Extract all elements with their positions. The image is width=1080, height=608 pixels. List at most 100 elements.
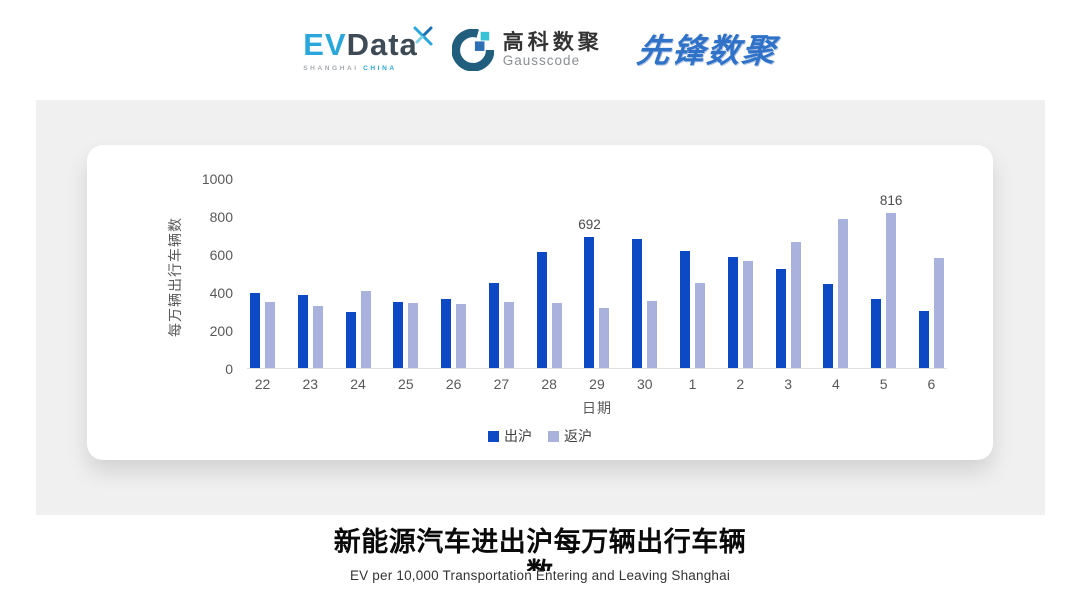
bar-出沪 <box>441 298 452 368</box>
bar-slot <box>647 179 658 368</box>
bar-slot <box>727 179 738 368</box>
bar-slot <box>441 179 452 368</box>
bar-slot <box>871 179 882 368</box>
bar-slot <box>250 179 260 368</box>
x-axis-title: 日期 <box>582 400 612 416</box>
bar-返沪 <box>551 303 562 368</box>
chart-subtitle-en: EV per 10,000 Transportation Entering an… <box>349 568 731 583</box>
bar-slot <box>503 179 514 368</box>
x-tick-label: 22 <box>254 376 271 392</box>
xianfeng-logo: 先锋数聚 <box>634 31 779 69</box>
bar-出沪 <box>488 282 499 368</box>
bar-返沪 <box>456 304 467 368</box>
bar-slot <box>599 179 610 368</box>
bar-group <box>823 179 849 368</box>
logo-row: EVData SHANGHAI CHINA <box>0 18 1080 82</box>
y-tick-label: 0 <box>225 361 233 377</box>
x-tick-label: 27 <box>493 376 510 392</box>
bar-slot <box>775 179 786 368</box>
bar-出沪 <box>584 236 595 368</box>
bar-slot: 692 <box>578 179 601 368</box>
bar-group <box>345 179 371 368</box>
bar-group: 692 <box>578 179 610 368</box>
x-tick-label: 29 <box>589 376 605 392</box>
bar-group <box>297 179 323 368</box>
legend-swatch-icon <box>548 430 559 442</box>
bar-返沪 <box>360 291 371 368</box>
bar-slot <box>345 179 356 368</box>
x-tick-label: 1 <box>688 376 697 392</box>
bar-返沪 <box>695 282 706 368</box>
bar-group: 816 <box>871 179 902 368</box>
bar-返沪 <box>408 303 419 368</box>
bar-group <box>918 179 944 368</box>
bar-返沪 <box>742 260 753 368</box>
bar-slot <box>265 179 275 368</box>
y-tick-label: 400 <box>209 285 233 301</box>
bar-group <box>680 179 706 368</box>
gausscode-en-text: Gausscode <box>502 53 581 69</box>
y-tick-label: 200 <box>209 323 233 339</box>
bar-返沪 <box>503 302 514 368</box>
x-tick-label: 6 <box>927 376 936 392</box>
bar-slot <box>695 179 706 368</box>
x-tick-label: 4 <box>831 376 840 392</box>
bar-出沪 <box>680 251 691 368</box>
bar-slot <box>297 179 308 368</box>
x-tick-label: 28 <box>541 376 557 392</box>
bar-返沪 <box>599 308 610 368</box>
bar-出沪 <box>345 311 356 368</box>
bar-slot: 816 <box>880 179 902 368</box>
bar-slot <box>632 179 643 368</box>
x-tick-label: 30 <box>636 376 653 392</box>
legend-label: 出沪 <box>504 428 532 444</box>
x-tick-label: 2 <box>736 376 745 392</box>
bar-slot <box>838 179 849 368</box>
bar-slot <box>456 179 467 368</box>
bar-group <box>488 179 514 368</box>
evdata-subtext: SHANGHAI CHINA <box>303 65 396 72</box>
bar-value-label: 692 <box>578 216 601 232</box>
bar-返沪 <box>265 302 275 368</box>
bar-出沪 <box>536 252 547 368</box>
x-tick-label: 25 <box>398 376 414 392</box>
bar-slot <box>536 179 547 368</box>
legend-item-返沪: 返沪 <box>548 426 592 446</box>
gausscode-g-icon <box>451 29 494 71</box>
evdata-data-text: Data <box>346 26 418 62</box>
bar-出沪 <box>823 284 834 368</box>
bar-出沪 <box>727 256 738 368</box>
y-axis-title: 每万辆出行车辆数 <box>167 217 183 337</box>
evdata-pinwheel-icon <box>412 21 434 52</box>
bar-group <box>393 179 419 368</box>
evdata-logo: EVData SHANGHAI CHINA <box>303 26 433 72</box>
bar-出沪 <box>297 294 308 368</box>
y-tick-label: 1000 <box>201 171 233 187</box>
gausscode-text: 高科数聚 Gausscode <box>503 31 603 69</box>
bar-group <box>775 179 801 368</box>
chart-title: 新能源汽车进出沪每万辆出行车辆数 <box>333 527 747 571</box>
x-tick-label: 23 <box>302 376 319 392</box>
legend-item-出沪: 出沪 <box>488 426 532 446</box>
gausscode-logo: 高科数聚 Gausscode <box>451 29 603 71</box>
bar-slot <box>312 179 323 368</box>
bar-group <box>632 179 658 368</box>
bar-slot <box>393 179 404 368</box>
bar-group <box>536 179 562 368</box>
bar-value-label: 816 <box>879 192 903 208</box>
y-axis-ticks: 0 200 400 600 800 1000 <box>187 171 233 377</box>
bar-slot <box>551 179 562 368</box>
bar-返沪 <box>647 300 658 368</box>
bar-出沪 <box>250 292 260 368</box>
bar-返沪 <box>838 218 849 368</box>
bar-返沪 <box>933 257 944 368</box>
bar-slot <box>933 179 944 368</box>
bar-group <box>727 179 753 368</box>
x-tick-label: 5 <box>879 376 888 392</box>
bar-slot <box>823 179 834 368</box>
x-tick-label: 3 <box>784 376 792 392</box>
bar-slot <box>680 179 691 368</box>
legend-label: 返沪 <box>564 428 592 444</box>
bar-出沪 <box>918 311 929 368</box>
gausscode-cn-text: 高科数聚 <box>502 31 603 55</box>
